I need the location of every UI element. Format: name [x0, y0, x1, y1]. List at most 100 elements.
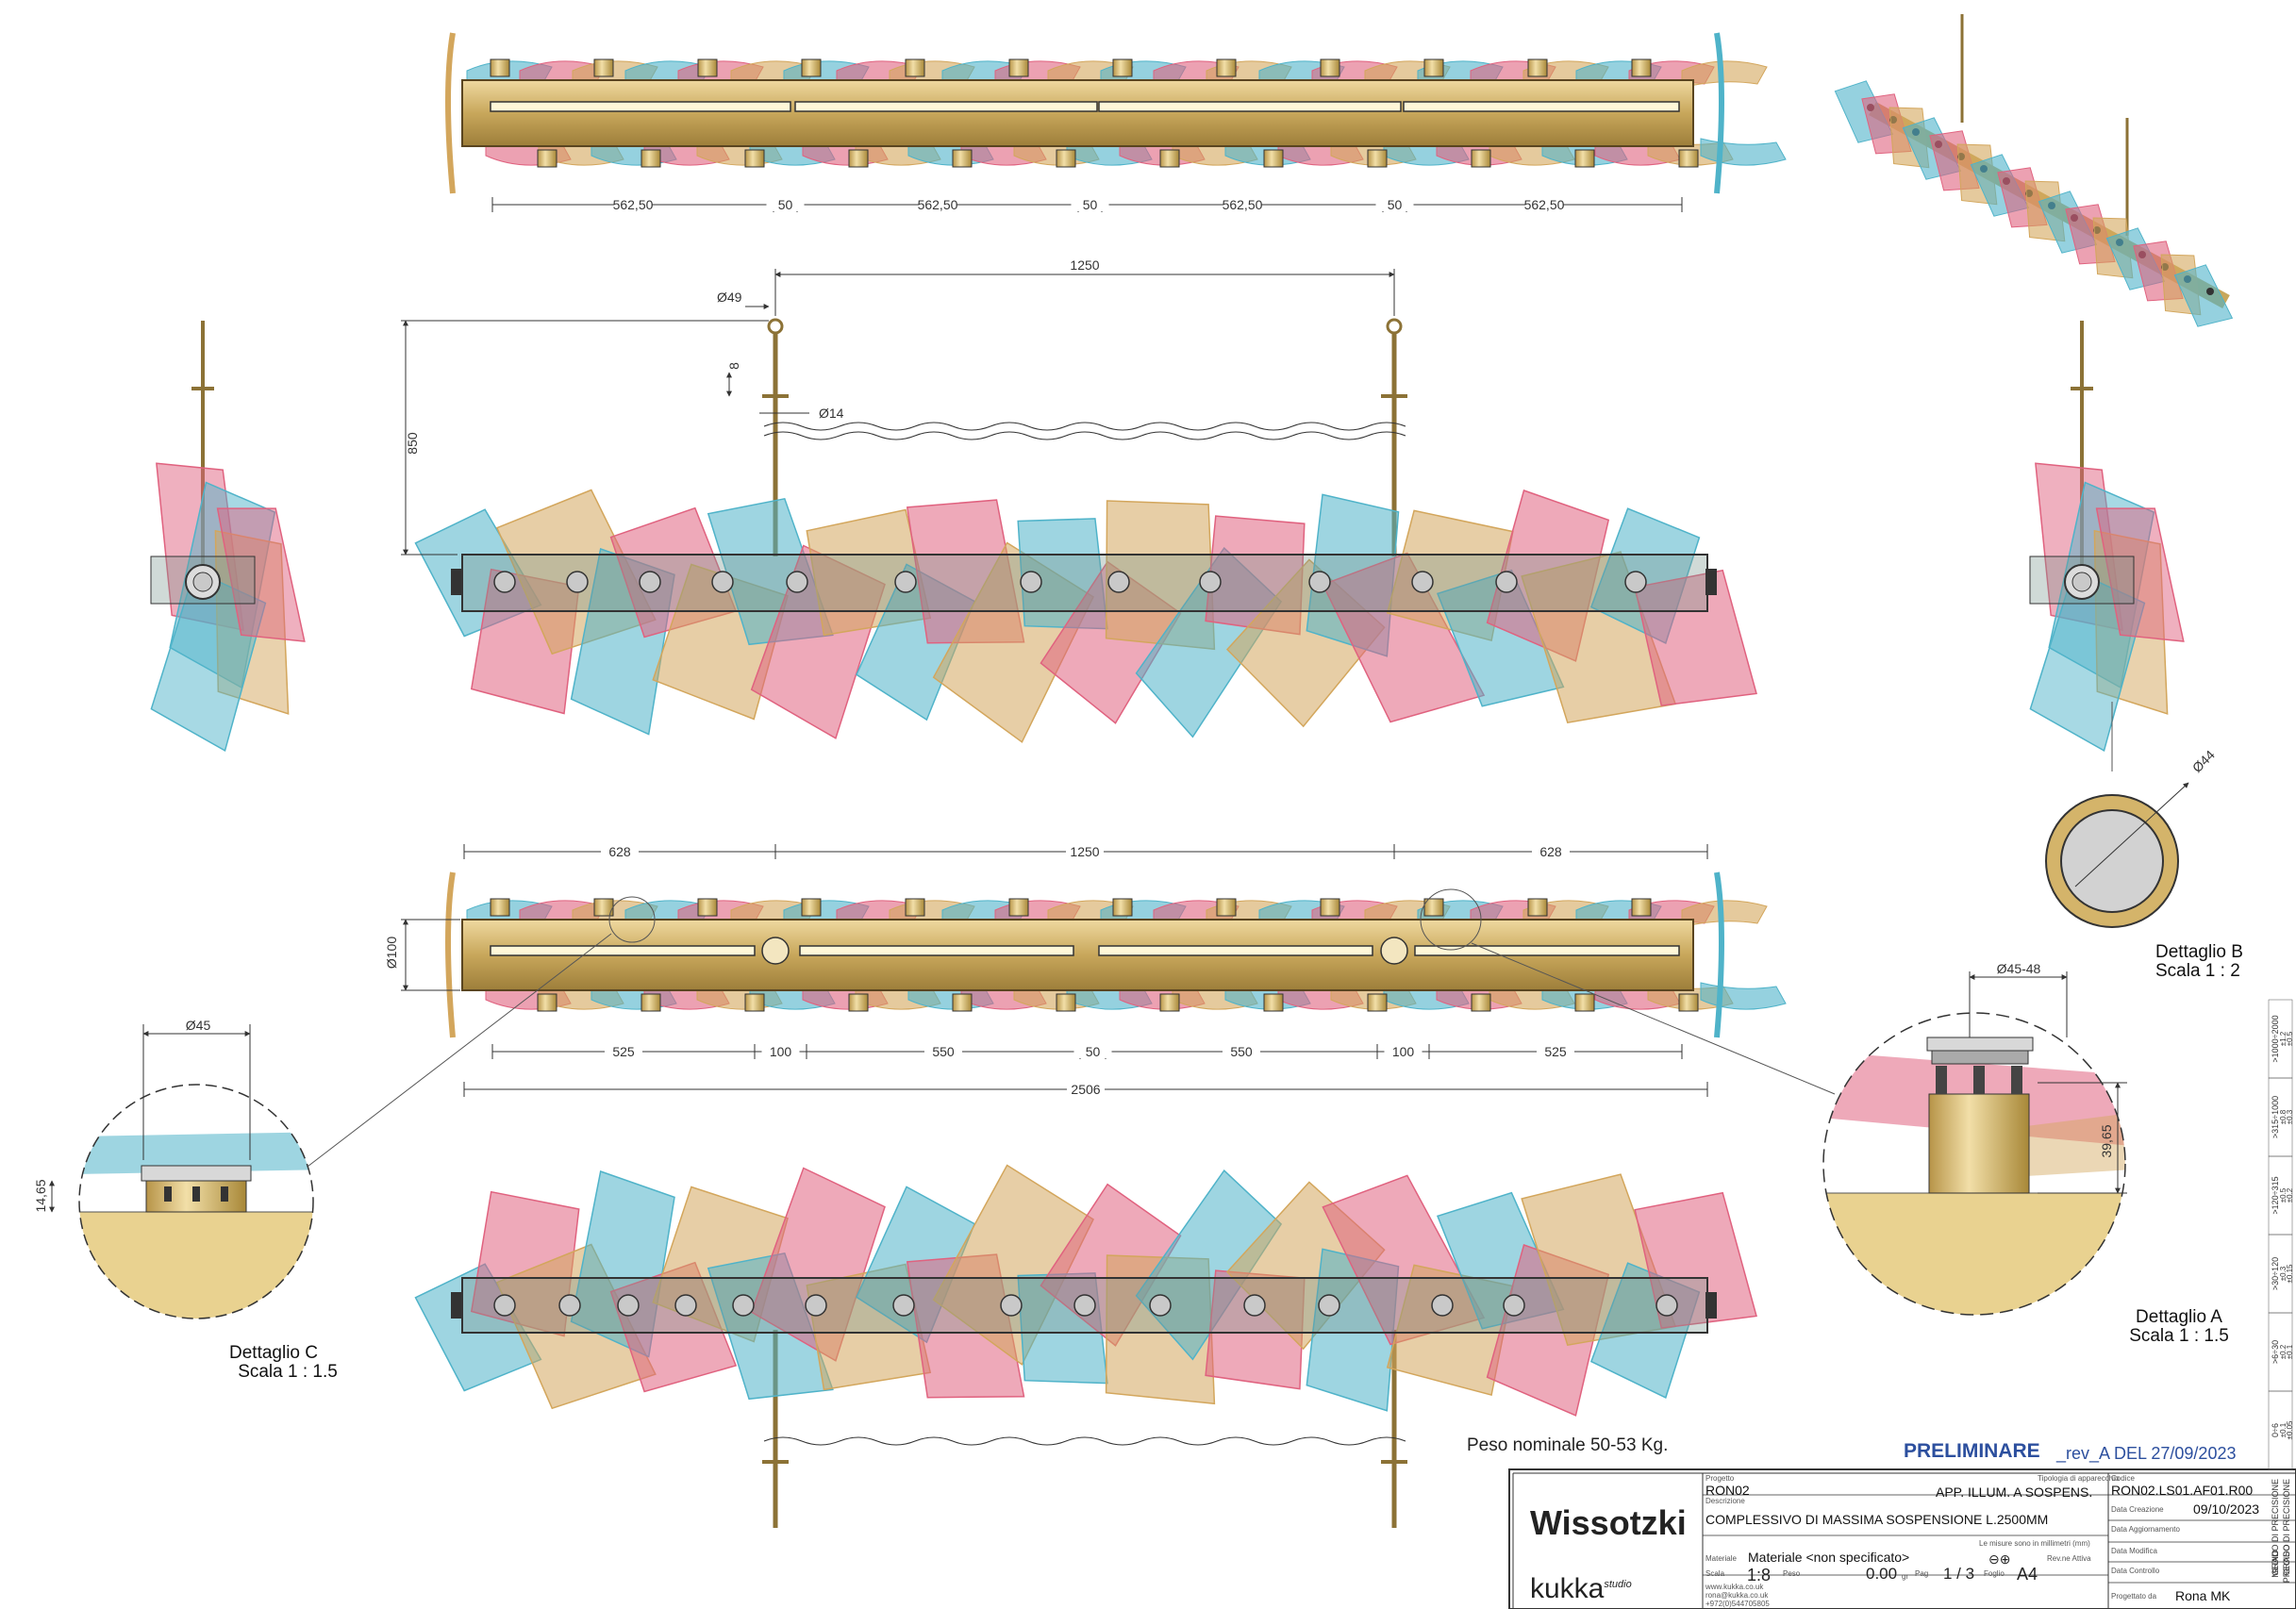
mount — [1471, 993, 1491, 1012]
dim-label-bg — [766, 196, 805, 211]
side-view-left — [150, 321, 306, 753]
section-view: 628 1250 628 525 100 550 50 550 100 525 2506 Ø100 — [384, 843, 1787, 1097]
end-cap-left — [451, 569, 462, 595]
sec-dim-bottom-1: 100 — [770, 1044, 792, 1059]
tol-row-medio: MEDIO — [2271, 1550, 2280, 1578]
bolt — [1243, 1294, 1266, 1317]
dim-label-bg — [1073, 1043, 1112, 1058]
sec-dim-height: Ø100 — [384, 937, 399, 969]
end-fin-right — [1714, 32, 1724, 194]
tol-preciso: ±0.05 — [2286, 1420, 2294, 1440]
tol-medio: ±0.3 — [2279, 1266, 2288, 1281]
pag-value: 1 / 3 — [1943, 1565, 1975, 1583]
foglio-label: Foglio — [1984, 1569, 2005, 1578]
tol-range: 0÷6 — [2271, 1423, 2280, 1437]
mount — [1263, 993, 1284, 1012]
top-dim-6: 562,50 — [1524, 197, 1565, 212]
mount — [1320, 898, 1340, 917]
bolt — [894, 571, 917, 593]
top-dim-2: 562,50 — [918, 197, 958, 212]
end-cap-left — [451, 1292, 462, 1319]
sec-dim-bottom-2: 550 — [932, 1044, 955, 1059]
dim-label-bg — [1067, 1081, 1105, 1096]
rod-joint-left — [761, 937, 790, 965]
top-view-mounts — [490, 58, 1699, 168]
mount — [1423, 898, 1444, 917]
bolt — [1503, 1294, 1525, 1317]
sec-dim-bottom-6: 525 — [1544, 1044, 1567, 1059]
glass-fin — [1634, 1191, 1757, 1329]
tol-row-preciso: PRECISO — [2282, 1545, 2291, 1584]
bolt — [1199, 571, 1222, 593]
mount — [1056, 149, 1076, 168]
bolt — [1624, 571, 1647, 593]
bolt — [617, 1294, 640, 1317]
foglio-value: A4 — [2017, 1565, 2038, 1584]
end-fin-left — [445, 32, 456, 194]
end-cap-right — [1705, 569, 1717, 595]
mount — [593, 58, 614, 77]
tipologia-label: Tipologia di apparecchio — [2038, 1474, 2120, 1483]
section-view-slots — [490, 945, 1680, 956]
descrizione-label: Descrizione — [1705, 1497, 1745, 1505]
section-view-dimensions: 628 1250 628 525 100 550 50 550 100 525 2506 Ø100 — [384, 843, 1708, 1097]
tol-medio: ±0.5 — [2279, 1187, 2288, 1203]
status-main: PRELIMINARE — [1904, 1440, 2040, 1462]
slot — [490, 101, 791, 112]
mount — [744, 149, 765, 168]
slot — [1098, 101, 1402, 112]
side-fin — [216, 507, 306, 642]
detail-a-dim-height: 39,65 — [2099, 1124, 2114, 1157]
glass-fin — [1634, 569, 1757, 706]
tipologia-value: APP. ILLUM. A SOSPENS. — [1936, 1485, 2093, 1500]
tol-preciso: ±0.2 — [2286, 1187, 2294, 1203]
glass-fin — [707, 1252, 834, 1401]
mount — [1008, 58, 1029, 77]
dim-label-bg — [1537, 1043, 1574, 1058]
mount — [952, 149, 973, 168]
mount — [1367, 993, 1388, 1012]
dim-label-bg — [919, 196, 957, 211]
rod-collar — [762, 1460, 789, 1464]
bolt — [786, 571, 808, 593]
data-modifica-label: Data Modifica — [2111, 1547, 2157, 1555]
break-line — [763, 431, 1406, 440]
top-dim-4: 562,50 — [1223, 197, 1263, 212]
dim-drop-height: 850 — [405, 432, 420, 455]
detail-c-title: Dettaglio C — [229, 1343, 318, 1363]
mount — [537, 149, 557, 168]
data-creazione-value: 09/10/2023 — [2193, 1501, 2260, 1517]
sec-dim-bottom-5: 100 — [1392, 1044, 1415, 1059]
detail-c-scale: Scala 1 : 1.5 — [238, 1362, 338, 1382]
progettato-value: Rona MK — [2175, 1588, 2231, 1603]
bolt — [1495, 571, 1518, 593]
tolerance-table: 0÷6 ±0.1±0.05>6÷30 ±0.2±0.1>30÷120 ±0.3±0.1… — [2268, 999, 2294, 1584]
detail-c-dim-dia: Ø45 — [186, 1018, 211, 1033]
front-elevation-view: 1250 850 Ø49 8 Ø14 — [401, 257, 1757, 743]
top-plan-view: 562,50 50 562,50 50 562,50 50 562,50 — [445, 32, 1787, 212]
mount — [1159, 149, 1180, 168]
materiale-label: Materiale — [1705, 1554, 1737, 1563]
bolt — [1411, 571, 1434, 593]
mount — [697, 898, 718, 917]
dim-label-bg — [601, 843, 639, 858]
bolt — [566, 571, 589, 593]
mount — [490, 58, 510, 77]
tol-label-2: GRADO DI PRECISIONE — [2282, 1479, 2291, 1576]
bolt — [1073, 1294, 1096, 1317]
pag-label: Pag — [1915, 1569, 1929, 1578]
tol-range: >30÷120 — [2271, 1257, 2280, 1290]
dim-label-bg — [1223, 196, 1261, 211]
front-view-fins — [414, 489, 1757, 743]
detail-a-title: Dettaglio A — [2136, 1307, 2222, 1327]
detail-c: Ø45 14,65 Dettaglio C Scala 1 : 1.5 — [33, 933, 612, 1382]
iso-bolt — [2206, 288, 2214, 295]
studio-logo: kukkastudio — [1530, 1573, 1632, 1604]
break-line — [763, 422, 1406, 431]
side-fin — [2095, 507, 2185, 642]
descrizione-value: COMPLESSIVO DI MASSIMA SOSPENSIONE L.250… — [1705, 1512, 2049, 1527]
top-dim-3: 50 — [1083, 197, 1098, 212]
detail-c-dim-height: 14,65 — [33, 1179, 48, 1212]
glass-fin — [932, 1164, 1094, 1366]
